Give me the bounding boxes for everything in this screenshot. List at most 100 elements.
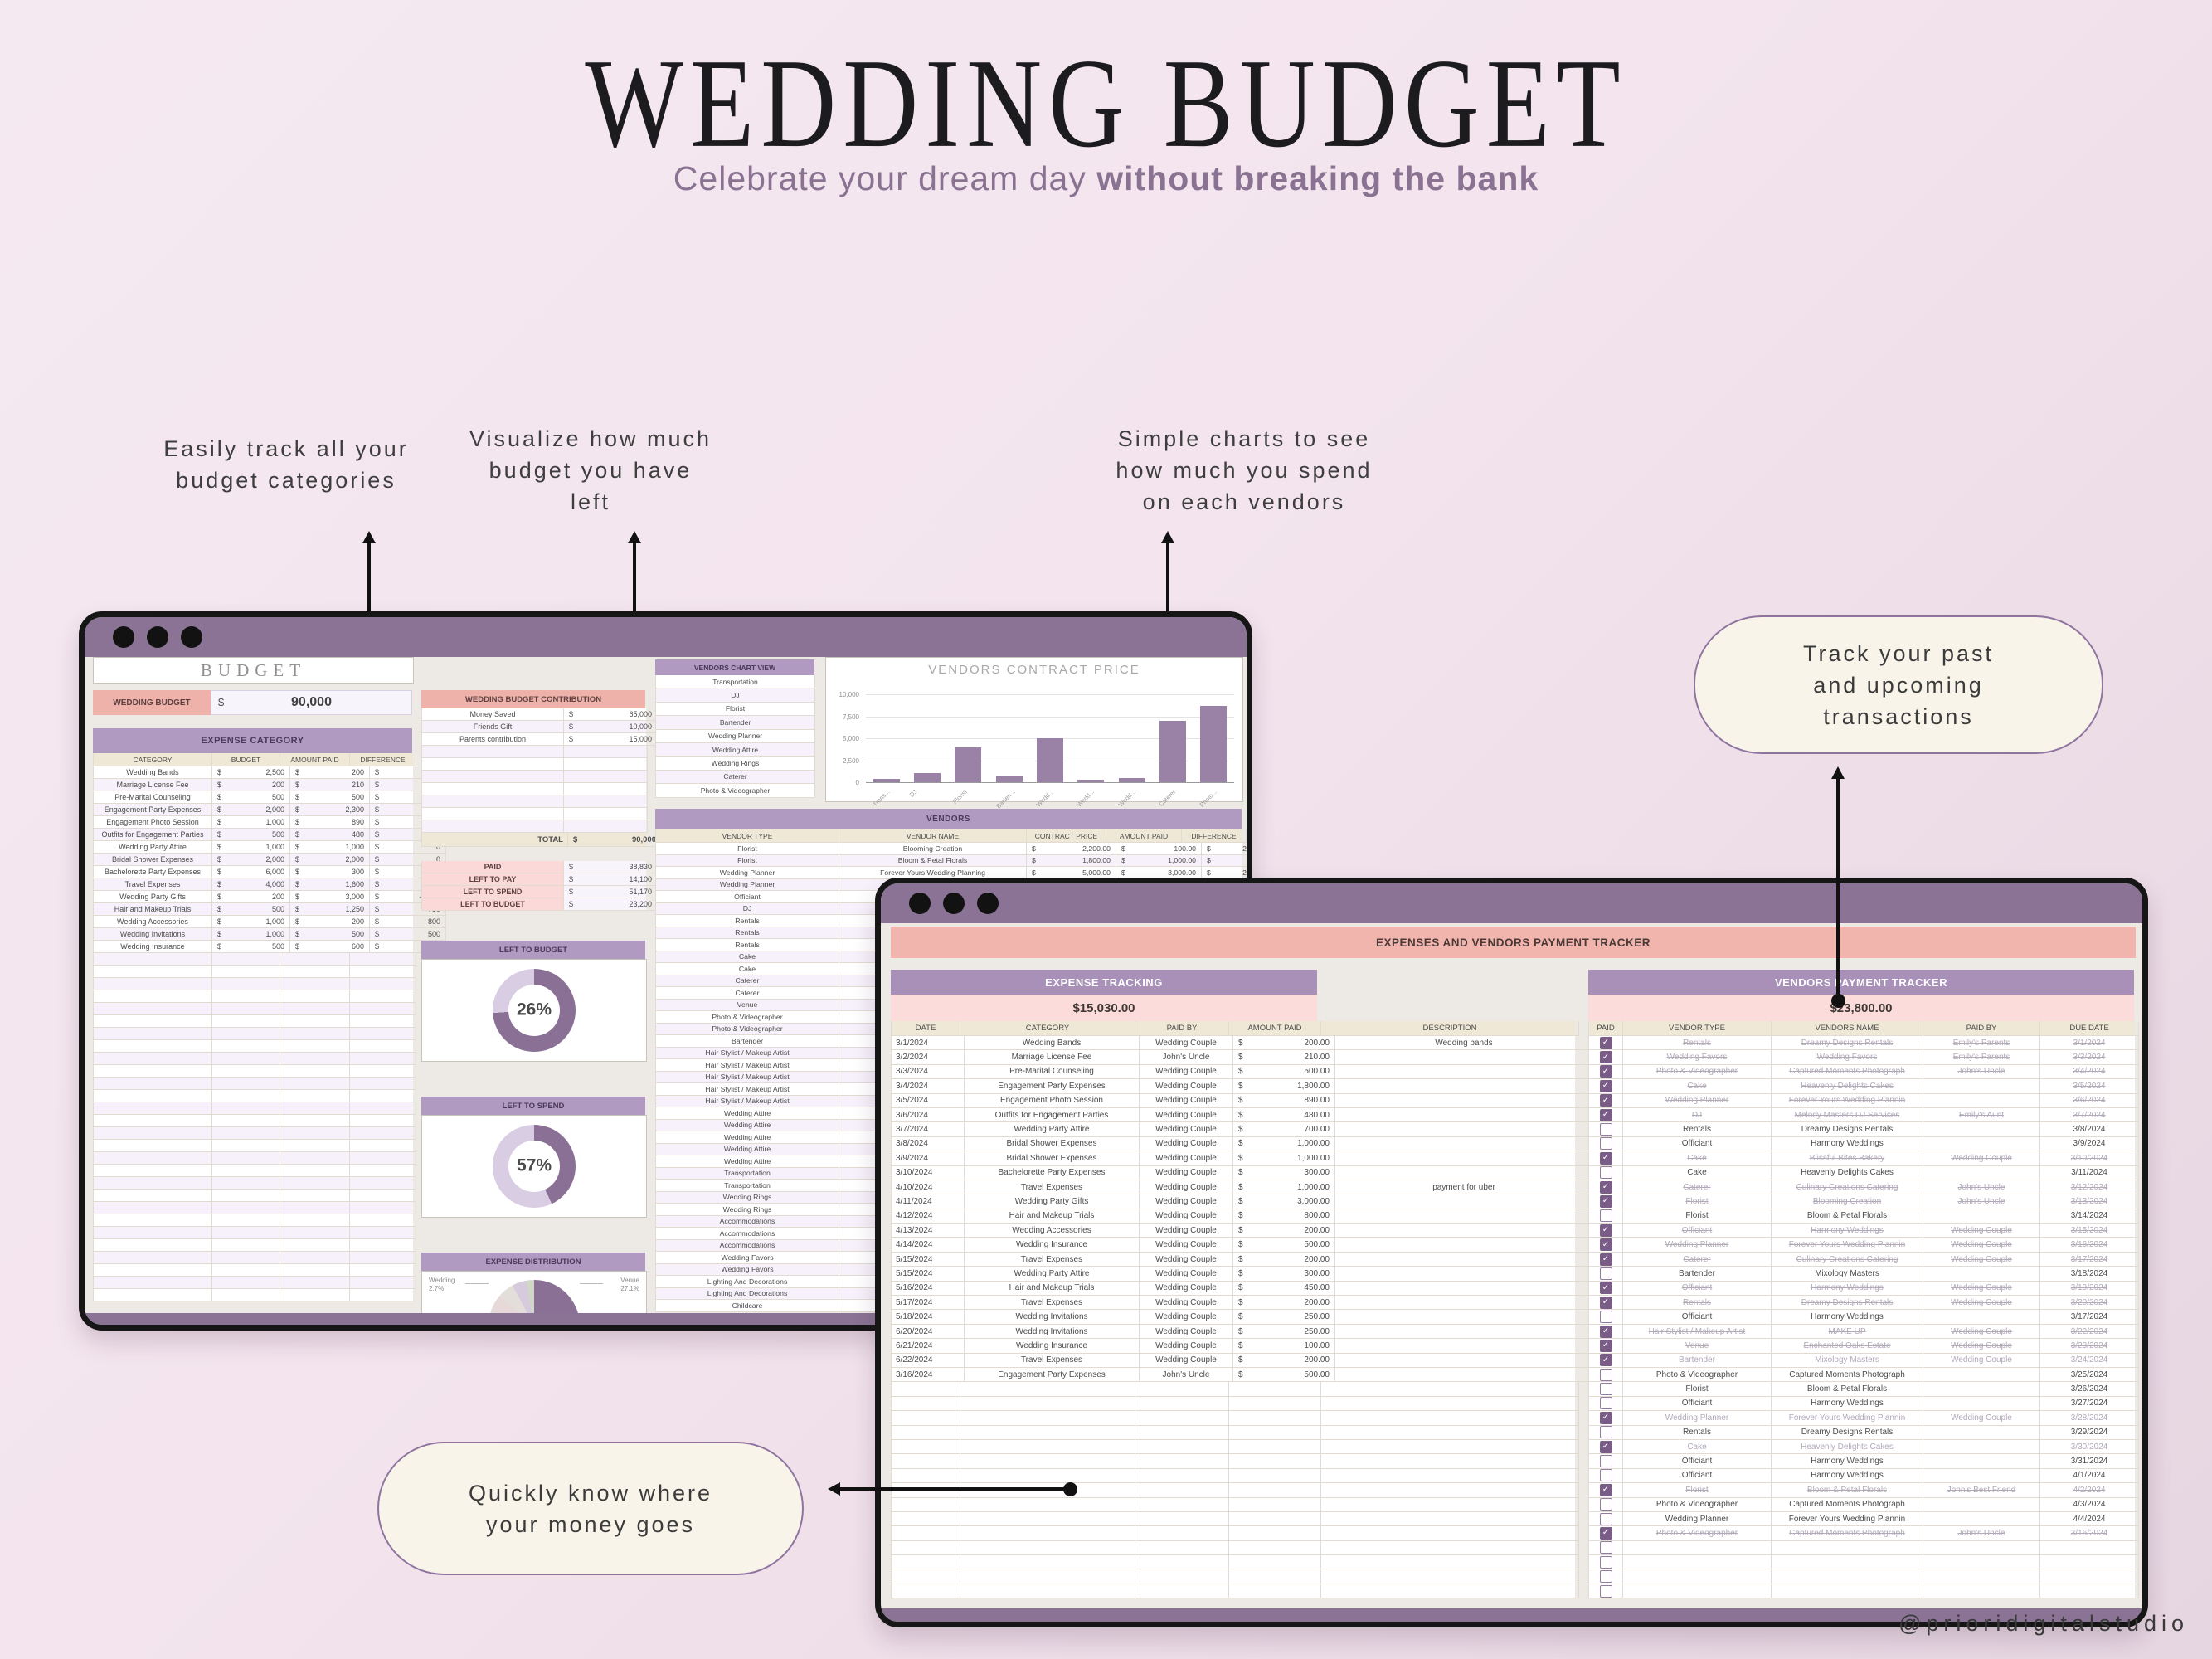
paid-checkbox[interactable]: ✓ bbox=[1599, 1180, 1612, 1194]
left-to-budget-chart: 26% bbox=[421, 959, 647, 1062]
paid-checkbox[interactable]: ✓ bbox=[1599, 1051, 1612, 1064]
paid-checkbox[interactable] bbox=[1599, 1383, 1612, 1396]
paid-checkbox[interactable]: ✓ bbox=[1599, 1526, 1612, 1540]
connector-line bbox=[1836, 776, 1840, 999]
table-row: Florist Bloom & Petal Florals 3/26/2024 bbox=[1589, 1382, 2139, 1397]
table-row bbox=[94, 1277, 416, 1289]
table-row: ✓ Caterer Culinary Creations Catering Weddi… bbox=[1589, 1252, 2139, 1267]
paid-checkbox[interactable] bbox=[1599, 1469, 1612, 1482]
expense-category-header: EXPENSE CATEGORY bbox=[93, 728, 412, 753]
paid-checkbox[interactable]: ✓ bbox=[1599, 1253, 1612, 1266]
table-row: Bartender Mixology Masters 3/18/2024 bbox=[1589, 1267, 2139, 1282]
table-row: 3/10/2024 Bachelorette Party Expenses Wedd… bbox=[892, 1165, 1593, 1180]
paid-checkbox[interactable]: ✓ bbox=[1599, 1036, 1612, 1049]
y-axis-tick: 10,000 bbox=[839, 691, 859, 698]
paid-checkbox[interactable] bbox=[1599, 1570, 1612, 1584]
paid-checkbox[interactable]: ✓ bbox=[1599, 1151, 1612, 1165]
paid-checkbox[interactable]: ✓ bbox=[1599, 1094, 1612, 1107]
paid-checkbox[interactable] bbox=[1599, 1541, 1612, 1554]
paid-checkbox[interactable]: ✓ bbox=[1599, 1325, 1612, 1338]
paid-checkbox[interactable] bbox=[1599, 1209, 1612, 1223]
bar-8 bbox=[1200, 705, 1228, 782]
window-control-dot[interactable] bbox=[943, 893, 965, 914]
budget-sheet-title: BUDGET bbox=[93, 657, 414, 684]
table-row: Florist Bloom & Petal Florals $1,800.00 $1,… bbox=[656, 854, 1247, 867]
table-row bbox=[94, 966, 416, 978]
window-control-dot[interactable] bbox=[147, 626, 168, 648]
table-row: Wedding Insurance$500$600$-100 bbox=[94, 941, 446, 953]
table-row bbox=[94, 1289, 416, 1301]
paid-checkbox[interactable]: ✓ bbox=[1599, 1224, 1612, 1237]
table-row bbox=[1589, 1584, 2139, 1599]
paid-checkbox[interactable]: ✓ bbox=[1599, 1483, 1612, 1496]
table-row: Wedding Attire bbox=[656, 742, 815, 757]
contribution-header: WEDDING BUDGET CONTRIBUTION bbox=[421, 690, 645, 708]
table-row: Wedding Planner Forever Yours Wedding Pla… bbox=[1589, 1511, 2139, 1527]
table-row bbox=[94, 1165, 416, 1177]
paid-checkbox[interactable]: ✓ bbox=[1599, 1065, 1612, 1078]
table-row: Bartender bbox=[656, 716, 815, 730]
paid-checkbox[interactable] bbox=[1599, 1512, 1612, 1525]
table-row: Wedding Rings bbox=[656, 757, 815, 771]
paid-checkbox[interactable]: ✓ bbox=[1599, 1354, 1612, 1367]
paid-checkbox[interactable] bbox=[1599, 1166, 1612, 1180]
x-axis-label: Wedd... bbox=[1116, 788, 1137, 809]
paid-checkbox[interactable] bbox=[1599, 1123, 1612, 1136]
paid-checkbox[interactable]: ✓ bbox=[1599, 1282, 1612, 1295]
paid-checkbox[interactable] bbox=[1599, 1498, 1612, 1511]
paid-checkbox[interactable] bbox=[1599, 1368, 1612, 1381]
table-row: ✓ Bartender Mixology Masters Wedding Couple… bbox=[1589, 1353, 2139, 1368]
left-to-spend-header: LEFT TO SPEND bbox=[421, 1097, 645, 1115]
left-to-spend-chart: 57% bbox=[421, 1115, 647, 1218]
table-row: ✓ Florist Blooming Creation John's Uncle 3/1… bbox=[1589, 1194, 2139, 1209]
table-row: LEFT TO PAY $14,100 bbox=[422, 873, 658, 886]
table-row: Wedding Planner bbox=[656, 729, 815, 743]
window-control-dot[interactable] bbox=[181, 626, 202, 648]
table-row: TOTAL $90,000 bbox=[422, 833, 662, 847]
vendors-table-header: VENDORS bbox=[655, 809, 1242, 830]
tracker-banner: EXPENSES AND VENDORS PAYMENT TRACKER bbox=[891, 927, 2136, 958]
table-row: 5/15/2024 Wedding Party Attire Wedding Cou… bbox=[892, 1267, 1593, 1282]
connector-line bbox=[1166, 541, 1169, 667]
y-axis-tick: 7,500 bbox=[842, 713, 859, 721]
paid-checkbox[interactable] bbox=[1599, 1311, 1612, 1324]
paid-checkbox[interactable] bbox=[1599, 1455, 1612, 1468]
window-control-dot[interactable] bbox=[977, 893, 999, 914]
paid-checkbox[interactable] bbox=[1599, 1397, 1612, 1410]
paid-checkbox[interactable]: ✓ bbox=[1599, 1079, 1612, 1092]
table-row bbox=[94, 1028, 416, 1040]
table-row: Wedding Bands$2,500$200$2,300 bbox=[94, 766, 446, 779]
paid-checkbox[interactable]: ✓ bbox=[1599, 1411, 1612, 1424]
paid-checkbox[interactable] bbox=[1599, 1426, 1612, 1439]
table-row: 5/18/2024 Wedding Invitations Wedding Coup… bbox=[892, 1310, 1593, 1325]
paid-checkbox[interactable] bbox=[1599, 1584, 1612, 1598]
paid-checkbox[interactable]: ✓ bbox=[1599, 1238, 1612, 1252]
table-row bbox=[892, 1584, 1579, 1599]
table-row: Transportation bbox=[656, 675, 815, 689]
table-row: ✓ Officiant Harmony Weddings Wedding Couple… bbox=[1589, 1281, 2139, 1297]
paid-checkbox[interactable]: ✓ bbox=[1599, 1194, 1612, 1208]
paid-checkbox[interactable] bbox=[1599, 1267, 1612, 1280]
table-row: ✓ Cake Blissful Bites Bakery Wedding Couple… bbox=[1589, 1151, 2139, 1166]
paid-checkbox[interactable] bbox=[1599, 1555, 1612, 1569]
paid-checkbox[interactable]: ✓ bbox=[1599, 1296, 1612, 1309]
table-row bbox=[422, 808, 648, 820]
paid-checkbox[interactable]: ✓ bbox=[1599, 1108, 1612, 1121]
table-row: ✓ Wedding Favors Wedding Favors Emily's Par… bbox=[1589, 1050, 2139, 1065]
table-row: Engagement Photo Session$1,000$890$110 bbox=[94, 816, 446, 829]
table-row bbox=[1589, 1569, 2139, 1584]
budget-summary-table: PAID $38,830 LEFT TO PAY $14,100 LEFT TO SPE… bbox=[421, 861, 658, 911]
paid-checkbox[interactable] bbox=[1599, 1137, 1612, 1151]
paid-checkbox[interactable]: ✓ bbox=[1599, 1339, 1612, 1352]
window-control-dot[interactable] bbox=[909, 893, 931, 914]
table-row: 6/22/2024 Travel Expenses Wedding Couple $2… bbox=[892, 1353, 1593, 1368]
paid-checkbox[interactable]: ✓ bbox=[1599, 1440, 1612, 1453]
wedding-budget-input[interactable]: $ 90,000 bbox=[211, 690, 412, 715]
window-control-dot[interactable] bbox=[113, 626, 134, 648]
table-row: VENDOR TYPE VENDOR NAME CONTRACT PRICE AMOU… bbox=[656, 830, 1247, 843]
vendors-chart-view-list: Transportation DJ Florist Bartender Wedding … bbox=[655, 675, 815, 798]
annotation-visualize-budget: Visualize how much budget you have left bbox=[469, 426, 712, 514]
table-row: Caterer bbox=[656, 770, 815, 785]
y-axis-tick: 0 bbox=[855, 779, 859, 786]
table-row bbox=[94, 1140, 416, 1152]
